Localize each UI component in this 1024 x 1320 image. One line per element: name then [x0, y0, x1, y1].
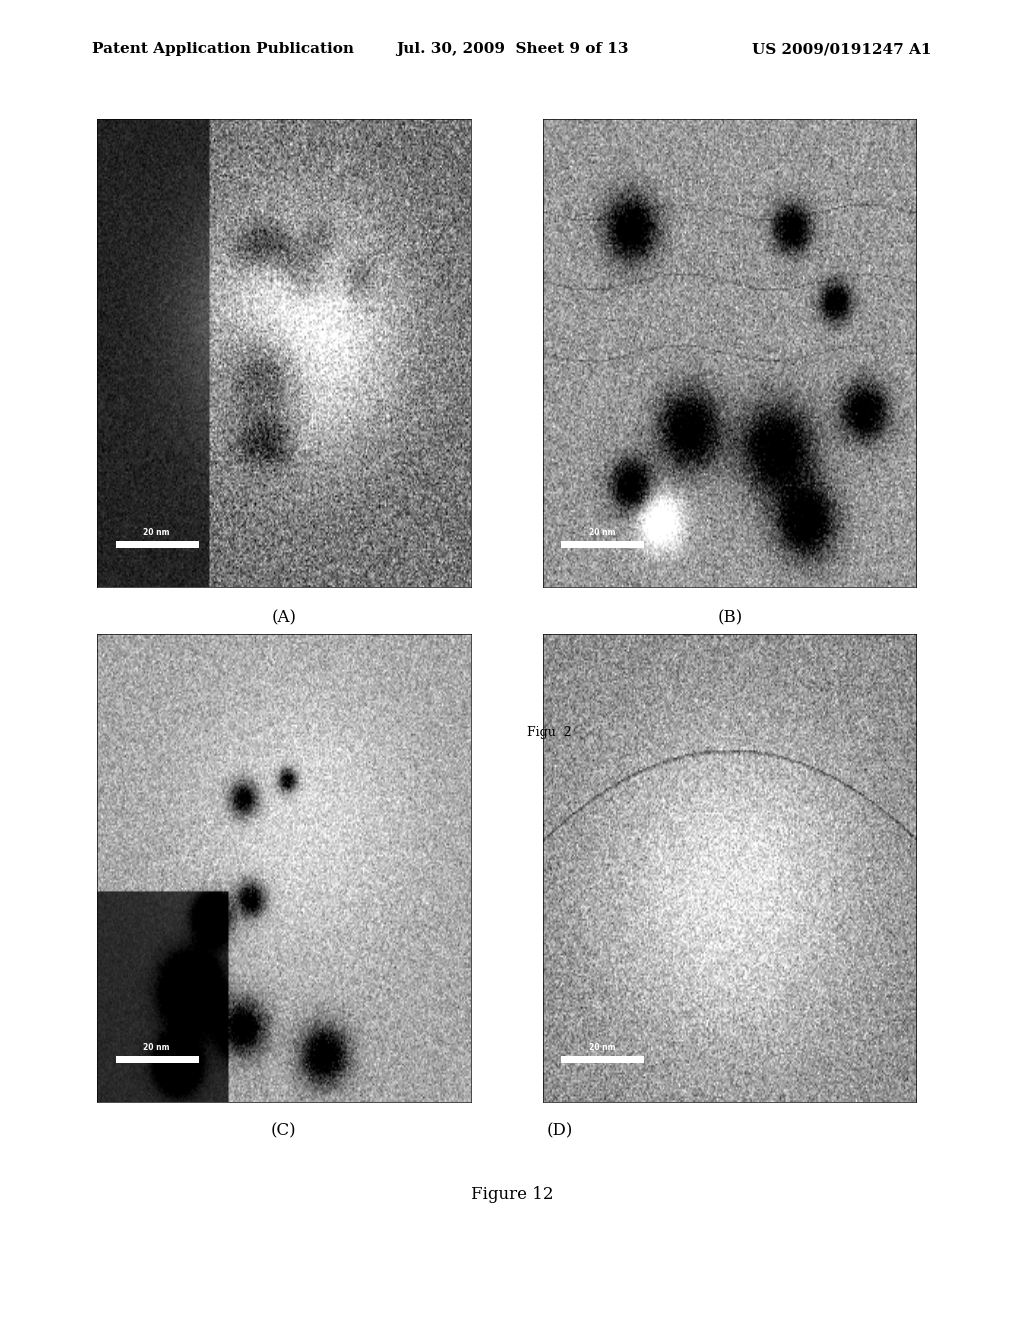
Text: 20 nm: 20 nm: [143, 1043, 170, 1052]
Text: Figure 12: Figure 12: [471, 1187, 553, 1203]
Text: US 2009/0191247 A1: US 2009/0191247 A1: [753, 42, 932, 57]
Text: (B): (B): [718, 610, 742, 626]
Text: Jul. 30, 2009  Sheet 9 of 13: Jul. 30, 2009 Sheet 9 of 13: [395, 42, 629, 57]
Bar: [116, 1056, 199, 1063]
Text: 20 nm: 20 nm: [589, 1043, 615, 1052]
Bar: [561, 1056, 644, 1063]
Text: Patent Application Publication: Patent Application Publication: [92, 42, 354, 57]
Text: 20 nm: 20 nm: [589, 528, 615, 537]
Bar: [116, 541, 199, 548]
Bar: [561, 541, 644, 548]
Text: (D): (D): [547, 1123, 573, 1139]
Text: (C): (C): [270, 1123, 297, 1139]
Text: Figu  2: Figu 2: [527, 726, 572, 739]
Text: 20 nm: 20 nm: [143, 528, 170, 537]
Text: (A): (A): [271, 610, 296, 626]
